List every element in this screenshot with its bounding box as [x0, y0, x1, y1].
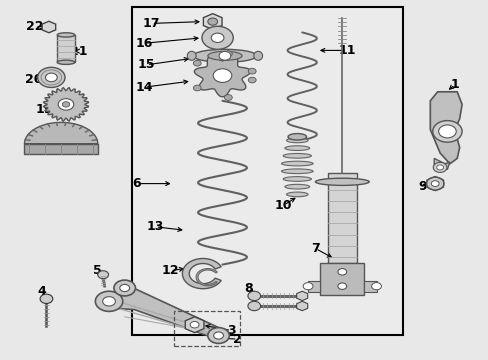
- Ellipse shape: [57, 33, 75, 37]
- Circle shape: [224, 51, 232, 57]
- Circle shape: [193, 85, 201, 91]
- Circle shape: [432, 121, 461, 142]
- Ellipse shape: [187, 51, 196, 60]
- Circle shape: [436, 165, 443, 170]
- Text: 12: 12: [161, 264, 179, 277]
- Circle shape: [337, 283, 346, 289]
- Polygon shape: [24, 122, 98, 144]
- Bar: [320, 263, 364, 295]
- Text: 2: 2: [233, 333, 242, 346]
- Circle shape: [193, 60, 201, 66]
- Text: 18: 18: [26, 132, 44, 145]
- Text: 7: 7: [310, 242, 319, 255]
- Polygon shape: [296, 291, 307, 301]
- Circle shape: [202, 26, 233, 49]
- Text: 4: 4: [37, 285, 46, 298]
- Text: 10: 10: [274, 199, 292, 212]
- Polygon shape: [433, 158, 449, 169]
- Text: 3: 3: [226, 324, 235, 337]
- Ellipse shape: [207, 51, 242, 60]
- Text: 1: 1: [449, 78, 458, 91]
- Polygon shape: [194, 56, 250, 97]
- Circle shape: [224, 95, 232, 100]
- Ellipse shape: [286, 192, 307, 197]
- Ellipse shape: [315, 178, 368, 185]
- Ellipse shape: [283, 153, 311, 158]
- Circle shape: [438, 125, 455, 138]
- Text: 5: 5: [93, 264, 102, 277]
- Polygon shape: [42, 21, 56, 33]
- Circle shape: [95, 291, 122, 311]
- Polygon shape: [182, 258, 221, 289]
- Circle shape: [58, 99, 74, 110]
- Bar: [307, 281, 320, 292]
- Circle shape: [247, 291, 260, 301]
- Circle shape: [430, 181, 438, 186]
- Circle shape: [248, 77, 256, 83]
- Circle shape: [190, 321, 199, 328]
- Ellipse shape: [193, 49, 256, 62]
- Bar: [327, 173, 356, 263]
- Polygon shape: [105, 286, 222, 338]
- Text: 8: 8: [244, 282, 252, 295]
- Ellipse shape: [281, 169, 312, 174]
- Circle shape: [207, 18, 217, 25]
- Circle shape: [303, 283, 312, 290]
- Circle shape: [219, 51, 230, 60]
- Text: 22: 22: [26, 20, 44, 33]
- Text: 19: 19: [35, 103, 53, 116]
- Ellipse shape: [253, 51, 262, 60]
- Ellipse shape: [285, 146, 309, 150]
- Bar: [364, 281, 376, 292]
- Circle shape: [213, 69, 231, 82]
- Polygon shape: [196, 269, 217, 286]
- Circle shape: [432, 162, 446, 172]
- Bar: [24, 144, 98, 154]
- Circle shape: [102, 297, 115, 306]
- Circle shape: [337, 269, 346, 275]
- Ellipse shape: [57, 60, 75, 64]
- Circle shape: [40, 294, 53, 303]
- Circle shape: [62, 102, 70, 107]
- Circle shape: [207, 328, 229, 343]
- Circle shape: [247, 301, 260, 311]
- Circle shape: [38, 67, 65, 87]
- Text: 9: 9: [418, 180, 427, 193]
- Circle shape: [120, 284, 129, 292]
- Ellipse shape: [285, 184, 309, 189]
- Polygon shape: [185, 317, 203, 333]
- Ellipse shape: [281, 161, 312, 166]
- Text: 11: 11: [338, 44, 355, 57]
- Circle shape: [213, 332, 223, 339]
- Text: 21: 21: [70, 45, 88, 58]
- Bar: [173, 311, 239, 346]
- Polygon shape: [203, 14, 222, 30]
- Bar: [57, 35, 75, 62]
- Polygon shape: [43, 88, 88, 121]
- Bar: [132, 7, 403, 335]
- Circle shape: [248, 68, 256, 74]
- Ellipse shape: [287, 134, 306, 140]
- Text: 17: 17: [142, 17, 160, 30]
- Text: 15: 15: [138, 58, 155, 71]
- Text: 16: 16: [136, 37, 153, 50]
- Polygon shape: [429, 92, 461, 164]
- Circle shape: [371, 283, 381, 290]
- Circle shape: [211, 33, 224, 42]
- Text: 6: 6: [132, 177, 141, 190]
- Polygon shape: [296, 301, 307, 311]
- Ellipse shape: [283, 177, 311, 181]
- Ellipse shape: [286, 138, 307, 143]
- Circle shape: [426, 177, 443, 190]
- Circle shape: [114, 280, 135, 296]
- Circle shape: [98, 271, 108, 279]
- Text: 20: 20: [24, 73, 42, 86]
- Text: 13: 13: [146, 220, 164, 233]
- Circle shape: [45, 73, 57, 82]
- Text: 14: 14: [136, 81, 153, 94]
